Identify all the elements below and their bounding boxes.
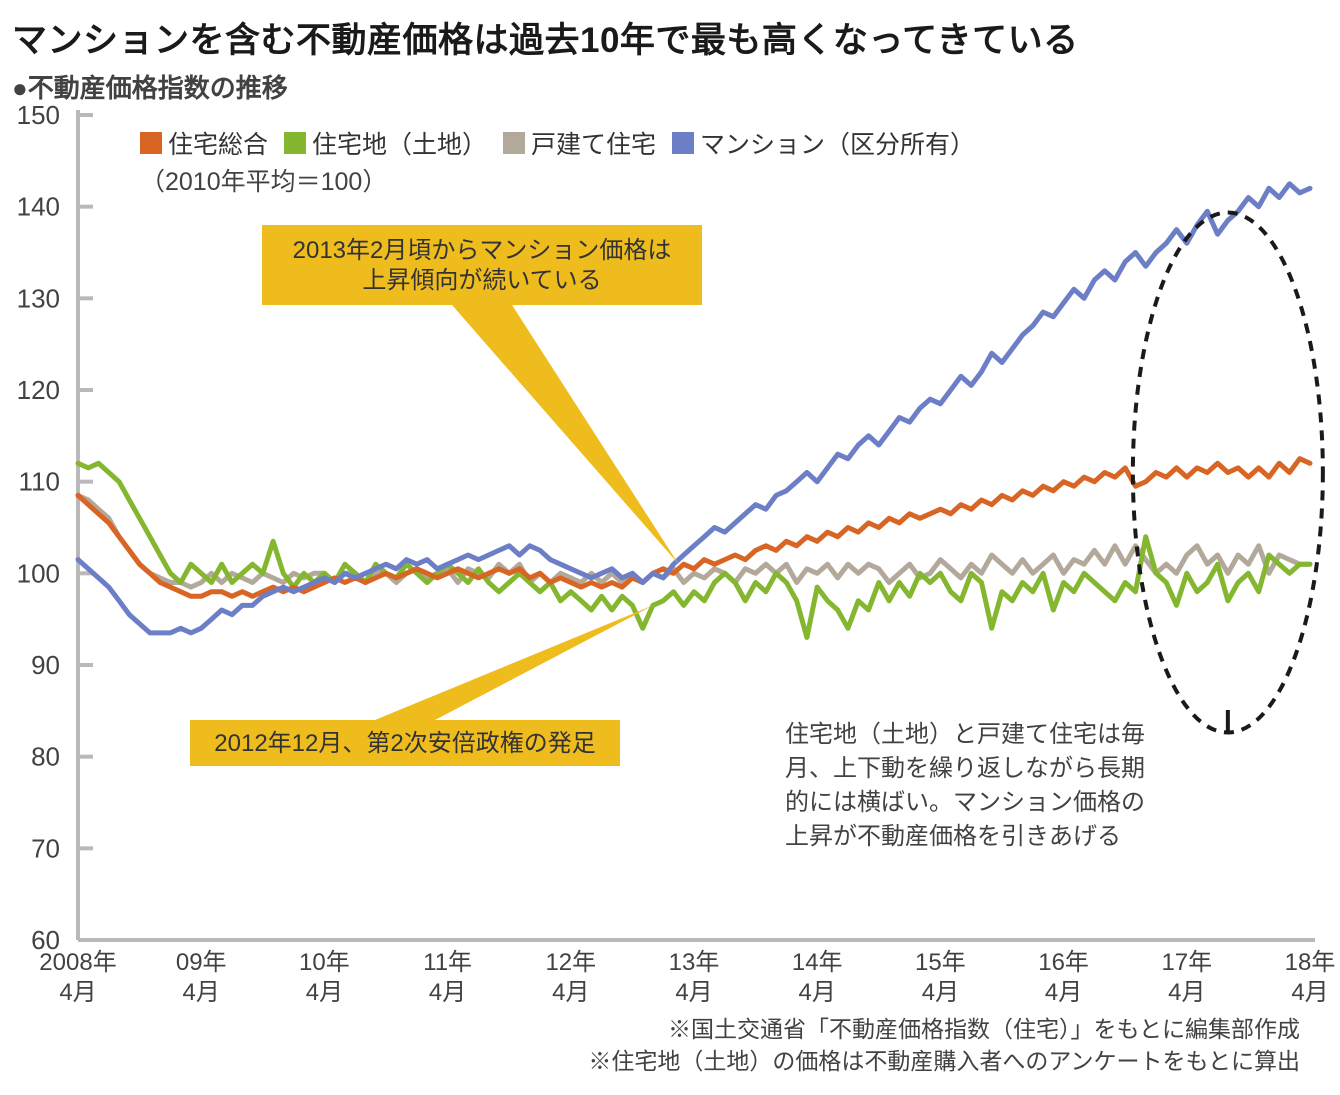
xtick-label-month: 4月 (1168, 979, 1205, 1006)
ytick-label: 130 (17, 283, 60, 313)
ytick-label: 150 (17, 100, 60, 130)
callout-mansion-rise-pointer (452, 305, 679, 564)
ytick-label: 90 (31, 650, 60, 680)
footnote-1: ※国土交通省「不動産価格指数（住宅）」をもとに編集部作成 (0, 1013, 1300, 1045)
xtick-label-month: 4月 (429, 979, 466, 1006)
chart-footnotes: ※国土交通省「不動産価格指数（住宅）」をもとに編集部作成 ※住宅地（土地）の価格… (0, 1013, 1300, 1077)
xtick-label-month: 4月 (675, 979, 712, 1006)
xtick-label-month: 4月 (922, 979, 959, 1006)
xtick-label-year: 12年 (545, 949, 596, 976)
ytick-label: 100 (17, 558, 60, 588)
side-note-line: 上昇が不動産価格を引きあげる (785, 823, 1121, 850)
legend-baseline-note: （2010年平均＝100） (140, 168, 387, 196)
callout-mansion-rise-text: 2013年2月頃からマンション価格は (293, 237, 672, 264)
xtick-label-year: 18年 (1285, 949, 1336, 976)
legend-swatch (672, 132, 694, 154)
xtick-label-month: 4月 (1291, 979, 1328, 1006)
xtick-label-year: 14年 (792, 949, 843, 976)
xtick-label-year: 11年 (423, 949, 472, 976)
callout-abe-pointer (375, 605, 653, 720)
legend-label: マンション（区分所有） (700, 131, 975, 159)
ytick-label: 120 (17, 375, 60, 405)
xtick-label-month: 4月 (59, 979, 96, 1006)
xtick-label-month: 4月 (1045, 979, 1082, 1006)
legend-swatch (284, 132, 306, 154)
chart-canvas: 607080901001101201301401502008年4月09年4月10… (0, 0, 1340, 1010)
xtick-label-month: 4月 (183, 979, 220, 1006)
legend-label: 戸建て住宅 (531, 131, 656, 159)
xtick-label-year: 15年 (915, 949, 966, 976)
ytick-label: 110 (19, 467, 60, 497)
xtick-label-year: 10年 (299, 949, 350, 976)
xtick-label-year: 13年 (669, 949, 720, 976)
series-land (78, 463, 1310, 637)
legend-swatch (503, 132, 525, 154)
ytick-label: 70 (31, 833, 60, 863)
xtick-label-month: 4月 (552, 979, 589, 1006)
xtick-label-year: 16年 (1038, 949, 1089, 976)
ytick-label: 80 (31, 742, 60, 772)
xtick-label-year: 2008年 (39, 949, 116, 976)
side-note-line: 月、上下動を繰り返しながら長期 (785, 755, 1145, 782)
footnote-2: ※住宅地（土地）の価格は不動産購入者へのアンケートをもとに算出 (0, 1045, 1300, 1077)
ytick-label: 140 (17, 192, 60, 222)
xtick-label-year: 17年 (1161, 949, 1212, 976)
xtick-label-month: 4月 (799, 979, 836, 1006)
side-note-line: 的には横ばい。マンション価格の (785, 789, 1145, 816)
callout-abe-text: 2012年12月、第2次安倍政権の発足 (214, 730, 595, 757)
legend-swatch (140, 132, 162, 154)
callout-mansion-rise-text: 上昇傾向が続いている (362, 267, 601, 294)
legend-label: 住宅総合 (168, 131, 268, 159)
side-note-line: 住宅地（土地）と戸建て住宅は毎 (785, 721, 1145, 748)
xtick-label-year: 09年 (176, 949, 227, 976)
legend-label: 住宅地（土地） (312, 131, 487, 159)
xtick-label-month: 4月 (306, 979, 343, 1006)
